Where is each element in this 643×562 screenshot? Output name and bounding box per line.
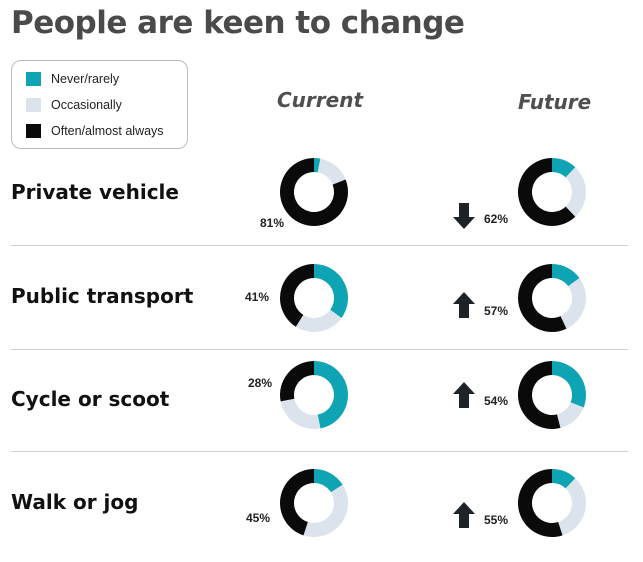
row-label-walk-or-jog: Walk or jog xyxy=(11,490,139,514)
donut-current-cycle-or-scoot-segment-often xyxy=(280,361,314,402)
donut-current-public-transport xyxy=(280,264,348,332)
donut-current-walk-or-jog-segment-never xyxy=(314,469,343,493)
donut-future-private-vehicle-segment-never xyxy=(552,158,576,178)
legend-swatch-occasionally xyxy=(26,98,41,112)
pct-current-public-transport: 41% xyxy=(245,290,270,304)
column-header-current: Current xyxy=(277,88,364,112)
pct-future-public-transport: 57% xyxy=(484,304,509,318)
donut-future-public-transport-segment-never xyxy=(552,264,580,287)
donut-current-public-transport-segment-often xyxy=(280,264,314,327)
donut-current-cycle-or-scoot xyxy=(280,361,348,429)
donut-current-private-vehicle-segment-never xyxy=(314,158,321,173)
arrow-down-icon-private-vehicle xyxy=(453,203,475,229)
legend: Never/rarely Occasionally Often/almost a… xyxy=(11,60,188,149)
page-title: People are keen to change xyxy=(11,5,465,41)
row-divider xyxy=(11,349,628,350)
donut-future-cycle-or-scoot-segment-never xyxy=(552,361,586,408)
donut-future-private-vehicle xyxy=(518,158,586,226)
pct-current-private-vehicle: 81% xyxy=(260,216,285,230)
row-label-private-vehicle: Private vehicle xyxy=(11,180,179,204)
arrow-up-icon-public-transport xyxy=(453,292,475,318)
pct-future-private-vehicle: 62% xyxy=(484,212,509,226)
row-divider xyxy=(11,451,628,452)
donut-future-walk-or-jog-segment-occasionally xyxy=(558,478,586,536)
donut-current-private-vehicle xyxy=(280,158,348,226)
column-header-future: Future xyxy=(518,90,592,114)
legend-item-never: Never/rarely xyxy=(26,71,119,87)
legend-label-occasionally: Occasionally xyxy=(51,98,122,112)
donut-future-walk-or-jog-segment-never xyxy=(552,469,576,489)
arrow-up-icon-cycle-or-scoot xyxy=(453,382,475,408)
donut-current-public-transport-segment-occasionally xyxy=(295,309,342,332)
donut-future-cycle-or-scoot-segment-often xyxy=(518,361,561,429)
donut-current-private-vehicle-segment-often xyxy=(280,158,348,226)
legend-item-occasionally: Occasionally xyxy=(26,97,122,113)
donut-future-public-transport-segment-often xyxy=(518,264,567,332)
pct-current-walk-or-jog: 45% xyxy=(246,511,271,525)
legend-label-never: Never/rarely xyxy=(51,72,120,86)
pct-current-cycle-or-scoot: 28% xyxy=(248,376,273,390)
donut-future-cycle-or-scoot xyxy=(518,361,586,429)
donut-current-walk-or-jog-segment-often xyxy=(280,469,314,536)
donut-future-walk-or-jog xyxy=(518,469,586,537)
donut-future-cycle-or-scoot-segment-occasionally xyxy=(556,402,584,428)
donut-future-private-vehicle-segment-often xyxy=(518,158,576,226)
row-divider xyxy=(11,245,628,246)
donut-current-cycle-or-scoot-segment-occasionally xyxy=(280,398,321,429)
donut-current-public-transport-segment-never xyxy=(314,264,348,318)
row-label-public-transport: Public transport xyxy=(11,284,194,308)
donut-current-cycle-or-scoot-segment-never xyxy=(314,361,348,429)
pct-future-cycle-or-scoot: 54% xyxy=(484,394,509,408)
donut-future-private-vehicle-segment-occasionally xyxy=(565,167,586,217)
legend-swatch-often xyxy=(26,124,41,138)
row-label-cycle-or-scoot: Cycle or scoot xyxy=(11,387,170,411)
donut-future-walk-or-jog-segment-often xyxy=(518,469,563,537)
legend-item-often: Often/almost always xyxy=(26,123,164,139)
legend-swatch-never xyxy=(26,72,41,86)
donut-future-public-transport xyxy=(518,264,586,332)
arrow-up-icon-walk-or-jog xyxy=(453,502,475,528)
donut-current-walk-or-jog xyxy=(280,469,348,537)
legend-label-often: Often/almost always xyxy=(51,124,164,138)
pct-future-walk-or-jog: 55% xyxy=(484,513,509,527)
donut-current-walk-or-jog-segment-occasionally xyxy=(303,484,348,537)
donut-current-private-vehicle-segment-occasionally xyxy=(317,158,346,185)
donut-future-public-transport-segment-occasionally xyxy=(560,278,586,329)
